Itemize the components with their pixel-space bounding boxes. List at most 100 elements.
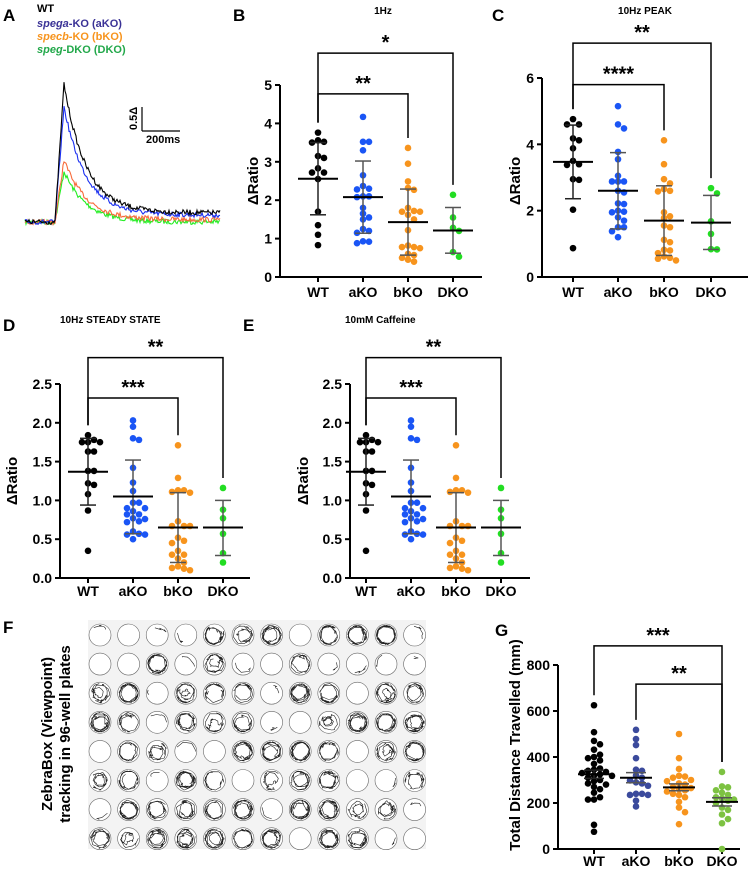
data-point-bKO bbox=[168, 564, 176, 572]
data-point-bKO bbox=[398, 208, 406, 216]
significance-label: * bbox=[382, 32, 390, 54]
data-point-WT bbox=[569, 115, 577, 123]
data-point-aKO bbox=[359, 138, 367, 146]
trace-WT bbox=[24, 82, 221, 226]
well-outline bbox=[88, 740, 112, 763]
well bbox=[203, 681, 226, 705]
movement-track bbox=[204, 626, 225, 646]
well bbox=[260, 681, 283, 705]
movement-track bbox=[154, 627, 167, 633]
movement-track bbox=[290, 654, 311, 674]
data-point-bKO bbox=[416, 208, 424, 216]
well-outline bbox=[88, 798, 112, 821]
well-outline bbox=[260, 740, 283, 763]
well bbox=[317, 769, 341, 792]
data-point-WT bbox=[314, 231, 322, 239]
data-point-WT bbox=[96, 438, 104, 446]
data-point-WT bbox=[590, 728, 598, 736]
data-point-aKO bbox=[413, 499, 421, 507]
x-tick-label: aKO bbox=[349, 284, 378, 300]
data-point-aKO bbox=[141, 531, 149, 538]
well-outline bbox=[288, 827, 312, 851]
panel-d: D 10Hz STEADY STATE ΔRatio 0.0 0.5 1.0 1.5 2.0 2… bbox=[3, 315, 250, 599]
panel-f: F ZebraBox (Viewpoint) tracking in 96-we… bbox=[3, 618, 426, 851]
well bbox=[260, 623, 283, 647]
significance-bracket bbox=[572, 42, 712, 179]
well-outline bbox=[403, 652, 426, 676]
x-tick-label: DKO bbox=[437, 284, 468, 300]
trace-bKO bbox=[24, 161, 221, 227]
data-point-bKO bbox=[410, 186, 418, 194]
movement-track bbox=[235, 662, 251, 673]
significance-label: ** bbox=[671, 663, 687, 685]
data-point-WT bbox=[590, 783, 598, 791]
well bbox=[374, 652, 398, 676]
data-point-WT bbox=[596, 741, 604, 748]
movement-track bbox=[91, 683, 110, 704]
y-tick-label: 600 bbox=[527, 703, 551, 719]
well bbox=[174, 769, 198, 792]
data-point-bKO bbox=[180, 565, 188, 572]
movement-track bbox=[90, 712, 111, 733]
data-point-bKO bbox=[675, 798, 683, 806]
significance-bracket bbox=[87, 356, 224, 478]
well bbox=[317, 710, 341, 734]
data-point-bKO bbox=[663, 788, 671, 795]
well bbox=[346, 681, 369, 705]
data-point-bKO bbox=[404, 160, 412, 168]
y-tick-label: 5 bbox=[264, 77, 272, 93]
data-point-aKO bbox=[626, 791, 634, 799]
data-point-DKO bbox=[712, 787, 720, 794]
x-tick-label: WT bbox=[77, 583, 99, 599]
data-point-aKO bbox=[632, 803, 640, 810]
x-tick-label: WT bbox=[307, 284, 329, 300]
well bbox=[145, 710, 169, 734]
well-outline bbox=[346, 652, 369, 676]
legend-wt: WT bbox=[37, 3, 54, 15]
well bbox=[374, 769, 398, 792]
movement-track bbox=[148, 743, 168, 761]
movement-track bbox=[120, 831, 139, 848]
well-outline bbox=[117, 623, 140, 647]
well bbox=[117, 740, 140, 763]
data-point-WT bbox=[368, 481, 376, 489]
significance-label: ** bbox=[148, 337, 164, 359]
well bbox=[346, 740, 369, 763]
well bbox=[174, 652, 198, 676]
movement-track bbox=[290, 683, 311, 704]
data-point-WT bbox=[374, 438, 382, 446]
data-point-bKO bbox=[180, 537, 188, 545]
data-point-bKO bbox=[446, 564, 454, 572]
movement-track bbox=[175, 683, 196, 704]
data-point-bKO bbox=[666, 238, 674, 246]
data-point-aKO bbox=[123, 518, 131, 526]
movement-track bbox=[318, 829, 339, 849]
movement-track bbox=[290, 741, 311, 762]
data-point-aKO bbox=[632, 726, 640, 734]
panel-label-f: F bbox=[3, 618, 13, 637]
well bbox=[231, 652, 255, 676]
well bbox=[174, 623, 198, 647]
well bbox=[203, 740, 226, 763]
well-outline bbox=[260, 681, 283, 705]
well bbox=[88, 681, 112, 705]
data-point-bKO bbox=[446, 539, 454, 547]
x-tick-label: bKO bbox=[163, 583, 193, 599]
data-point-aKO bbox=[129, 535, 137, 543]
data-point-WT bbox=[362, 431, 370, 439]
data-point-bKO bbox=[654, 188, 662, 195]
data-point-aKO bbox=[644, 791, 652, 799]
well bbox=[203, 652, 226, 676]
well bbox=[346, 827, 369, 851]
y-tick-label: 2 bbox=[264, 192, 272, 208]
data-point-aKO bbox=[129, 435, 137, 442]
y-tick-label: 0.0 bbox=[323, 570, 343, 586]
well-outline bbox=[117, 710, 140, 734]
data-point-WT bbox=[584, 796, 592, 803]
y-tick-label: 1.5 bbox=[323, 454, 343, 470]
data-point-aKO bbox=[401, 531, 409, 538]
well-outline bbox=[203, 827, 226, 851]
well bbox=[346, 798, 369, 821]
well-outline bbox=[317, 652, 341, 676]
y-tick-label: 4 bbox=[264, 115, 272, 131]
